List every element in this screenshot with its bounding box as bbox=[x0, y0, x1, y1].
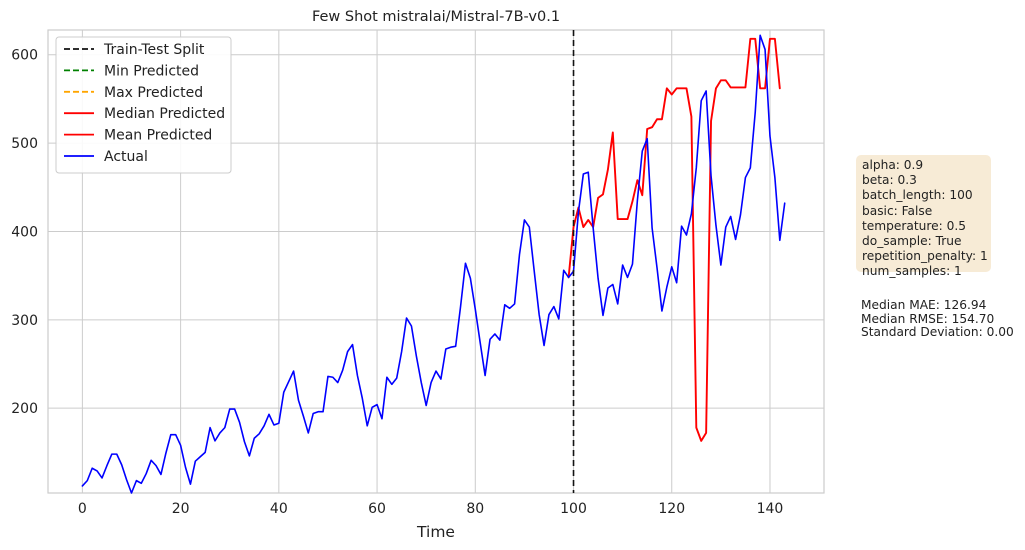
legend-label: Train-Test Split bbox=[103, 42, 205, 58]
x-tick-label: 100 bbox=[560, 501, 587, 517]
parameters-box: alpha: 0.9 beta: 0.3 batch_length: 100 b… bbox=[856, 155, 991, 278]
param-repetition-penalty: repetition_penalty: 1 bbox=[862, 249, 988, 264]
y-tick-label: 300 bbox=[11, 313, 38, 329]
x-tick-label: 120 bbox=[658, 501, 685, 517]
param-beta: beta: 0.3 bbox=[862, 173, 917, 188]
param-num-samples: num_samples: 1 bbox=[862, 264, 962, 279]
param-batch-length: batch_length: 100 bbox=[862, 188, 973, 203]
metric-std-dev: Standard Deviation: 0.00 bbox=[861, 325, 1014, 340]
y-tick-label: 400 bbox=[11, 224, 38, 240]
param-basic: basic: False bbox=[862, 203, 933, 218]
x-tick-label: 40 bbox=[270, 501, 288, 517]
legend-label: Median Predicted bbox=[104, 106, 225, 122]
metric-median-mae: Median MAE: 126.94 bbox=[861, 298, 987, 312]
plot-frame bbox=[47, 29, 825, 494]
x-tick-label: 20 bbox=[172, 501, 190, 517]
param-alpha: alpha: 0.9 bbox=[862, 158, 924, 172]
x-tick-label: 80 bbox=[466, 501, 484, 517]
actual-series-line bbox=[81, 34, 786, 494]
chart-title: Few Shot mistralai/Mistral-7B-v0.1 bbox=[312, 9, 560, 25]
metrics-box: Median MAE: 126.94 Median RMSE: 154.70 S… bbox=[861, 298, 1014, 340]
param-temperature: temperature: 0.5 bbox=[862, 218, 966, 233]
param-do-sample: do_sample: True bbox=[862, 234, 962, 249]
legend-label: Mean Predicted bbox=[104, 128, 212, 144]
median-predicted-series-line bbox=[567, 37, 781, 442]
x-tick-label: 0 bbox=[78, 501, 87, 517]
legend-label: Max Predicted bbox=[104, 85, 203, 101]
y-tick-label: 600 bbox=[11, 48, 38, 64]
x-tick-label: 60 bbox=[368, 501, 386, 517]
legend-label: Actual bbox=[104, 149, 148, 165]
legend-label: Min Predicted bbox=[104, 63, 199, 79]
metric-median-rmse: Median RMSE: 154.70 bbox=[861, 311, 995, 326]
x-axis-label: Time bbox=[416, 523, 455, 541]
x-tick-label: 140 bbox=[757, 501, 784, 517]
legend-box bbox=[55, 36, 232, 174]
y-tick-label: 500 bbox=[11, 136, 38, 152]
y-tick-label: 200 bbox=[11, 401, 38, 417]
